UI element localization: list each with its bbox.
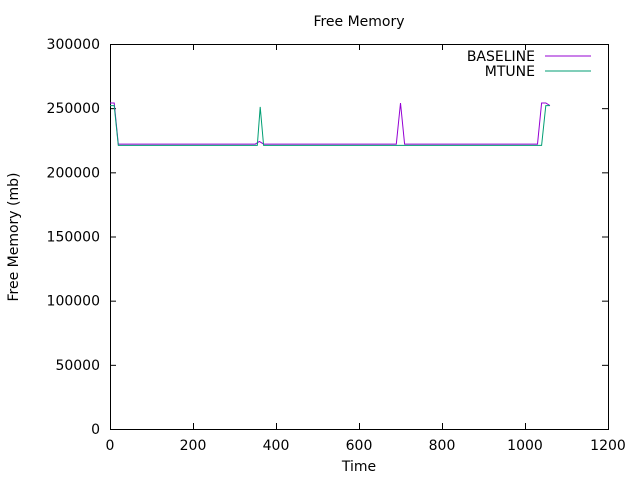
y-axis: 0 50000 100000 150000 200000 250000 300000 — [47, 37, 608, 438]
plot-frame — [110, 44, 609, 430]
x-tick-label: 800 — [429, 438, 456, 454]
legend-label: MTUNE — [485, 64, 535, 80]
x-tick-label: 200 — [180, 438, 207, 454]
chart-title: Free Memory — [313, 14, 404, 30]
y-tick-label: 250000 — [47, 101, 100, 117]
x-tick-label: 600 — [346, 438, 373, 454]
y-tick-label: 100000 — [47, 294, 100, 310]
y-axis-label: Free Memory (mb) — [6, 173, 22, 302]
series-layer — [110, 102, 551, 146]
y-tick-label: 300000 — [47, 37, 100, 53]
y-tick-label: 0 — [91, 422, 100, 438]
y-tick-label: 200000 — [47, 165, 100, 181]
x-tick-label: 0 — [106, 438, 115, 454]
y-tick-label: 50000 — [55, 358, 100, 374]
x-tick-label: 1200 — [590, 438, 626, 454]
series-line-baseline — [110, 102, 551, 145]
x-tick-label: 400 — [263, 438, 290, 454]
series-line-mtune — [110, 105, 550, 146]
legend-label: BASELINE — [467, 49, 535, 65]
x-tick-label: 1000 — [507, 438, 543, 454]
y-tick-label: 150000 — [47, 230, 100, 246]
x-axis-label: Time — [341, 459, 376, 475]
x-axis: 0 200 400 600 800 1000 1200 — [106, 44, 626, 454]
